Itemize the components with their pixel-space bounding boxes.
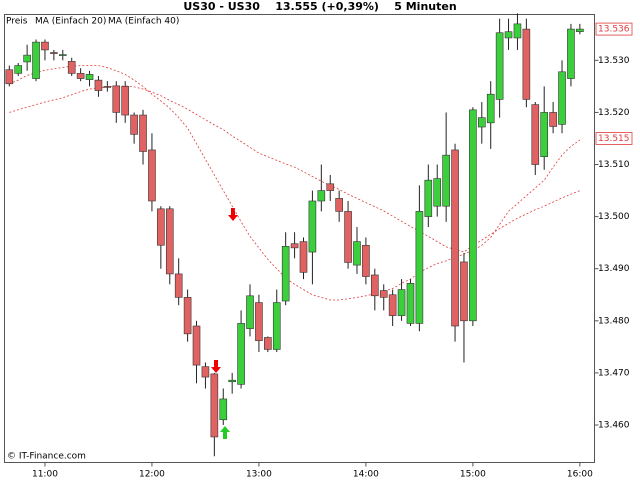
candle-body <box>174 273 183 298</box>
candle-body <box>112 85 121 113</box>
price-marker-label: 13.536 <box>598 25 630 35</box>
legend-label: Preis <box>6 17 28 27</box>
price-marker-label: 13.515 <box>598 134 630 144</box>
candle-body <box>522 28 531 100</box>
moving-average <box>9 65 581 301</box>
x-tick-label: 12:00 <box>139 470 165 480</box>
candle-body <box>504 31 513 39</box>
candle-body <box>228 379 236 383</box>
y-tick-label: 13.530 <box>598 56 630 66</box>
legend-label: MA (Einfach 20) <box>35 17 106 27</box>
candle-body <box>433 178 442 207</box>
candle-body <box>442 154 450 207</box>
candle-body <box>5 69 14 85</box>
candle-body <box>513 23 522 39</box>
candle-body <box>406 282 415 324</box>
candle-body <box>558 71 566 125</box>
candle-body <box>451 149 459 327</box>
candle-body <box>299 241 308 273</box>
candle-body <box>495 32 504 100</box>
candle-body <box>157 208 165 246</box>
candle-body <box>237 323 245 385</box>
candle-body <box>308 200 317 253</box>
candle-body <box>94 79 103 91</box>
candle-body <box>76 73 85 79</box>
candle-body <box>362 244 370 277</box>
candle-body <box>371 274 379 297</box>
moving-average <box>9 85 581 253</box>
price-marker <box>595 132 633 145</box>
x-tick-label: 13:00 <box>246 470 272 480</box>
candle-body <box>531 104 540 165</box>
candle-body <box>32 41 40 79</box>
candle-body <box>139 114 147 152</box>
y-tick-label: 13.520 <box>598 108 630 118</box>
x-tick-label: 11:00 <box>32 470 58 480</box>
candle-body <box>424 179 433 217</box>
candle-body <box>272 302 281 350</box>
candle-body <box>201 366 210 378</box>
candle-body <box>477 117 486 128</box>
candle-body <box>415 211 424 324</box>
y-tick-label: 13.490 <box>598 264 630 274</box>
candle-body <box>103 86 112 88</box>
candle-body <box>50 52 58 54</box>
legend-label: MA (Einfach 40) <box>108 17 179 27</box>
x-tick-label: 16:00 <box>567 470 593 480</box>
candle-body <box>58 54 67 56</box>
x-tick-label: 14:00 <box>353 470 379 480</box>
candle-body <box>264 337 272 350</box>
candle-body <box>121 86 129 116</box>
y-tick-label: 13.470 <box>598 368 630 378</box>
candle-body <box>344 211 352 263</box>
candle-body <box>183 297 192 335</box>
candle-body <box>460 261 468 322</box>
y-tick-label: 13.460 <box>598 420 630 430</box>
candle-body <box>486 93 495 124</box>
buy-signal <box>220 426 230 439</box>
candle-body <box>165 208 174 275</box>
candle-body <box>210 373 219 438</box>
candle-body <box>85 74 94 80</box>
candle-body <box>397 289 406 316</box>
candle-body <box>219 398 228 421</box>
y-tick-label: 13.500 <box>598 212 630 222</box>
candle-body <box>469 109 477 322</box>
candle-body <box>290 243 299 249</box>
y-tick-label: 13.510 <box>598 160 630 170</box>
candle-body <box>23 54 31 63</box>
plot-frame <box>4 14 595 463</box>
candle-body <box>41 41 49 51</box>
candle-body <box>540 112 549 158</box>
candle-body <box>549 112 557 127</box>
candle-body <box>576 28 584 32</box>
watermark: © IT-Finance.com <box>7 452 86 462</box>
y-tick-label: 13.480 <box>598 316 630 326</box>
candle-body <box>67 61 76 74</box>
candle-body <box>326 183 335 191</box>
candle-body <box>14 65 23 74</box>
sell-signal <box>228 208 238 221</box>
candle-body <box>246 295 254 329</box>
x-tick-label: 15:00 <box>460 470 486 480</box>
candle-body <box>379 290 388 298</box>
price-marker <box>595 22 633 36</box>
candle-body <box>388 294 397 316</box>
chart-title: US30 - US30 13.555 (+0,39%) 5 Minuten <box>183 0 456 13</box>
candle-body <box>567 28 575 79</box>
candle-body <box>192 325 201 366</box>
candle-body <box>335 198 343 212</box>
candle-body <box>281 246 290 302</box>
candle-body <box>148 149 156 202</box>
candle-body <box>353 241 361 266</box>
sell-signal <box>211 360 221 373</box>
candle-body <box>255 302 263 341</box>
candle-body <box>317 190 326 202</box>
candle-body <box>130 114 138 135</box>
